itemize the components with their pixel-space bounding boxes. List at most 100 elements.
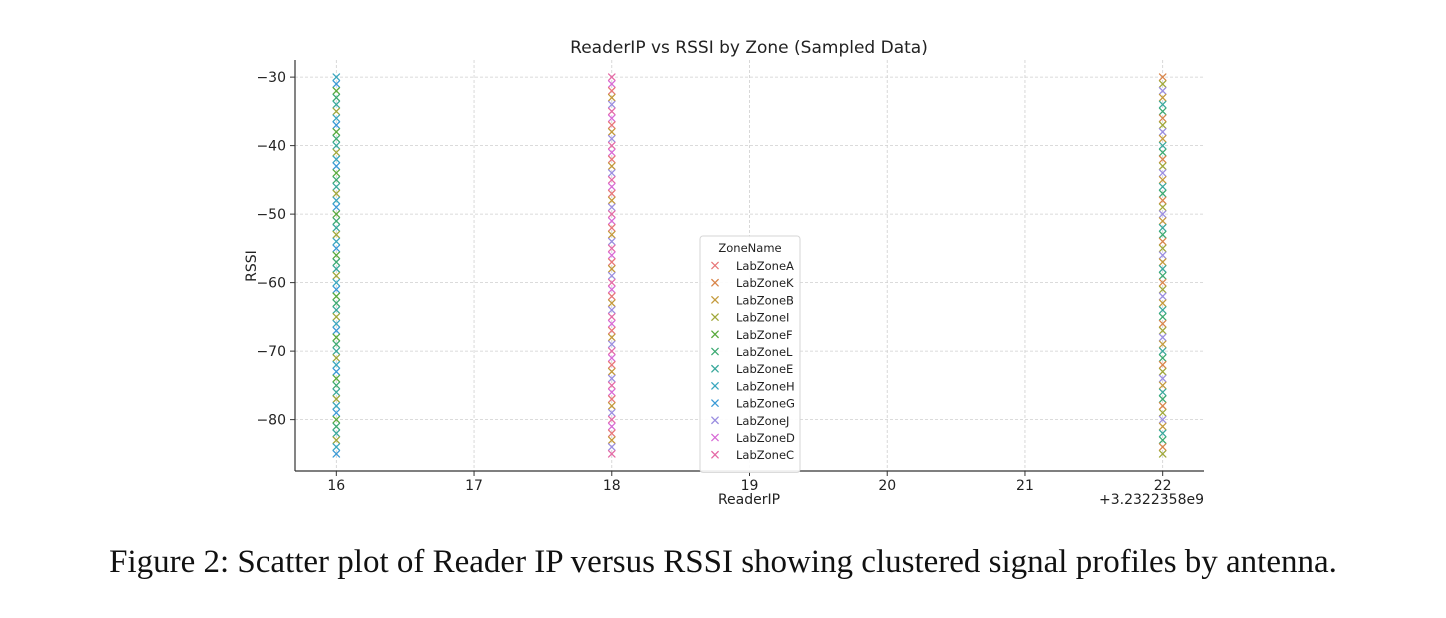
data-point [1158, 114, 1167, 123]
data-point [1158, 86, 1167, 95]
data-point [607, 326, 616, 335]
data-point [607, 450, 616, 458]
data-point [332, 402, 341, 410]
data-point [332, 217, 341, 225]
data-point [1158, 141, 1167, 150]
data-point [607, 217, 616, 225]
legend-marker-icon [711, 416, 719, 425]
y-tick-label: −50 [256, 207, 286, 223]
data-point [607, 333, 616, 342]
data-point [607, 223, 616, 232]
data-point [332, 141, 341, 150]
data-point [332, 265, 341, 273]
data-point [332, 278, 341, 287]
data-point [607, 347, 616, 355]
legend-marker-icon [711, 399, 719, 407]
data-point [607, 93, 616, 102]
data-point [1158, 237, 1167, 246]
data-point [607, 436, 616, 445]
data-point [607, 381, 616, 390]
data-point [607, 251, 616, 260]
data-point [607, 169, 616, 177]
data-point [607, 162, 616, 171]
data-point [332, 313, 341, 321]
legend-entry-label: LabZoneK [736, 276, 794, 290]
data-point [332, 114, 341, 123]
data-point [607, 80, 616, 88]
data-point [332, 169, 341, 177]
legend-entry-label: LabZoneG [736, 397, 795, 411]
data-point [1158, 203, 1167, 212]
legend-box [699, 235, 801, 473]
data-point [607, 189, 616, 198]
data-point [1158, 429, 1167, 438]
data-point [1158, 162, 1167, 171]
data-point [332, 223, 341, 232]
legend-title: ZoneName [718, 241, 781, 255]
legend-marker-icon [711, 313, 719, 321]
data-point [607, 395, 616, 403]
data-point [332, 230, 341, 239]
data-point [332, 340, 341, 349]
data-point [1158, 292, 1167, 301]
data-point [607, 196, 616, 205]
data-point [1158, 408, 1167, 417]
data-point [607, 128, 616, 136]
data-point [607, 367, 616, 376]
data-point [607, 278, 616, 287]
data-point [332, 319, 341, 328]
data-point [607, 121, 616, 129]
data-point [1158, 278, 1167, 287]
data-point [607, 100, 616, 109]
data-point [332, 374, 341, 383]
data-point [1158, 182, 1167, 191]
data-point [332, 182, 341, 191]
data-point [332, 347, 341, 355]
data-point [607, 134, 616, 143]
data-point [607, 429, 616, 438]
data-point [1158, 360, 1167, 369]
data-point [332, 450, 341, 458]
chart-title: ReaderIP vs RSSI by Zone (Sampled Data) [570, 38, 928, 58]
data-point [1158, 333, 1167, 342]
data-point [1158, 306, 1167, 314]
data-point [607, 73, 616, 81]
data-point [332, 189, 341, 198]
data-point [332, 360, 341, 369]
data-point [607, 313, 616, 321]
data-point [1158, 367, 1167, 376]
data-point [1158, 223, 1167, 232]
data-point [607, 374, 616, 383]
data-point [332, 80, 341, 88]
data-point [1158, 244, 1167, 253]
data-point [332, 436, 341, 445]
data-point [1158, 450, 1167, 458]
data-point [1158, 176, 1167, 184]
data-point [607, 230, 616, 239]
data-point [1158, 436, 1167, 445]
x-axis-offset-label: +3.2322358e9 [1099, 492, 1204, 508]
data-point [607, 422, 616, 431]
data-point [332, 443, 341, 451]
data-point [1158, 443, 1167, 451]
data-point [607, 141, 616, 150]
data-point [1158, 80, 1167, 88]
data-point [332, 93, 341, 102]
scatter-chart: ReaderIP vs RSSI by Zone (Sampled Data) … [244, 38, 1204, 508]
data-point [1158, 340, 1167, 349]
x-tick-label: 17 [465, 478, 483, 494]
data-point [332, 134, 341, 143]
data-point [332, 395, 341, 403]
data-point [1158, 313, 1167, 321]
data-point [607, 292, 616, 301]
data-point [332, 299, 341, 308]
data-point [607, 354, 616, 362]
data-point [332, 121, 341, 129]
data-point [332, 354, 341, 362]
axis-ticks: 16 17 18 19 20 21 22 −30 −40 −50 −60 −70 −80 [256, 70, 1171, 494]
legend-marker-icon [711, 364, 719, 373]
data-point [607, 114, 616, 123]
y-tick-label: −80 [256, 413, 286, 429]
data-point [332, 203, 341, 212]
data-point [332, 429, 341, 438]
